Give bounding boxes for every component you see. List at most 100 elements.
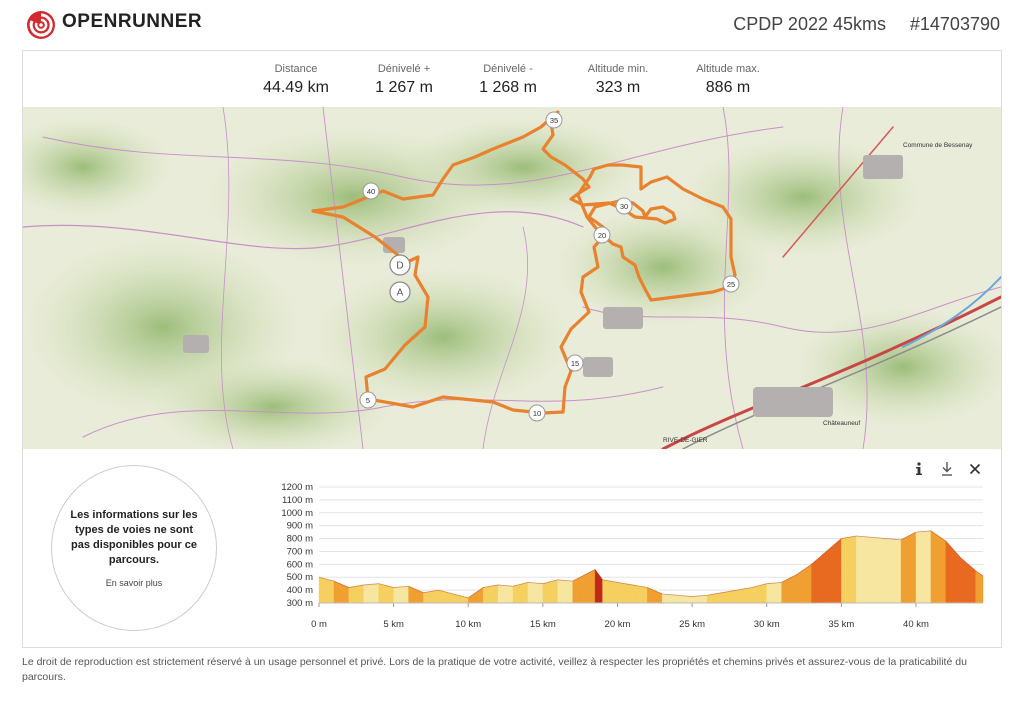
profile-segment (367, 584, 372, 604)
profile-segment (445, 591, 450, 604)
profile-segment (449, 592, 454, 604)
x-tick-label: 10 km (455, 619, 481, 630)
profile-segment (777, 582, 782, 604)
stat-label: Dénivelé + (377, 63, 431, 75)
profile-segment (964, 560, 969, 604)
profile-segment (412, 587, 417, 604)
x-tick-label: 25 km (679, 619, 705, 630)
profile-segment (766, 583, 771, 604)
elevation-profile-chart[interactable]: 300 m 400 m 500 m 600 m 700 m 800 m 900 m 1000 … (243, 475, 993, 645)
profile-segment (676, 595, 682, 604)
profile-segment (337, 582, 342, 604)
km-marker-5: 5 (359, 391, 377, 409)
route-map[interactable]: Châteauneuf RIVE-DE-GIER Commune de Bess… (23, 107, 1001, 449)
profile-segment (486, 586, 491, 604)
profile-segment (509, 585, 514, 604)
profile-segment (908, 533, 913, 604)
profile-segment (371, 583, 376, 604)
map-place-labels: Châteauneuf RIVE-DE-GIER Commune de Bess… (663, 142, 973, 444)
profile-segment (915, 531, 920, 604)
x-tick-label: 40 km (903, 619, 929, 630)
profile-segment (844, 537, 850, 604)
profile-segment (878, 537, 883, 604)
stat-value: 323 m (595, 79, 641, 96)
profile-segment (568, 580, 573, 604)
km-marker-15: 15 (566, 354, 584, 372)
profile-segment (415, 589, 420, 604)
place-label: Commune de Bessenay (903, 142, 973, 149)
profile-segment (792, 574, 797, 604)
learn-more-link[interactable]: En savoir plus (105, 578, 163, 588)
stat-value: 886 m (705, 79, 751, 96)
profile-segment (602, 579, 607, 604)
profile-segment (871, 537, 876, 604)
stat-value: 44.49 km (263, 79, 329, 96)
profile-segment (561, 579, 566, 604)
profile-segment (621, 582, 626, 604)
profile-segment (807, 563, 812, 604)
profile-segment (583, 573, 588, 604)
profile-segment (531, 582, 536, 604)
profile-segment (874, 537, 879, 604)
profile-segment (800, 569, 805, 604)
close-icon[interactable] (965, 459, 985, 479)
profile-segment (393, 586, 398, 604)
km-marker-30: 30 (615, 197, 633, 215)
profile-segment (923, 530, 928, 604)
profile-segment (348, 586, 353, 604)
profile-segment (606, 580, 611, 604)
profile-segment (333, 580, 338, 604)
km-marker-label: 40 (367, 187, 375, 196)
profile-segment (639, 586, 644, 604)
km-marker-label: 20 (598, 231, 606, 240)
download-icon[interactable] (937, 459, 957, 479)
profile-segment (826, 547, 831, 604)
profile-segment (494, 584, 499, 604)
y-tick-label: 1000 m (281, 508, 313, 519)
profile-segment (389, 586, 394, 604)
profile-segment (863, 536, 868, 604)
profile-segment (900, 537, 905, 604)
profile-segment (482, 586, 488, 604)
x-tick-label: 5 km (383, 619, 404, 630)
profile-segment (956, 553, 961, 604)
profile-segment (524, 582, 529, 604)
profile-segment (680, 595, 685, 604)
profile-segment (829, 544, 835, 604)
y-tick-label: 400 m (287, 585, 313, 596)
road-type-info: Les informations sur les types de voies … (51, 465, 217, 631)
y-tick-label: 700 m (287, 546, 313, 557)
profile-segment (647, 587, 652, 604)
profile-segment (968, 563, 973, 604)
profile-segment (374, 583, 379, 604)
profile-segment (755, 585, 760, 604)
profile-segment (400, 586, 406, 604)
km-marker-35: 35 (545, 111, 563, 129)
info-icon[interactable] (909, 459, 929, 479)
profile-segment (628, 584, 633, 604)
map-canvas[interactable]: Châteauneuf RIVE-DE-GIER Commune de Bess… (23, 107, 1001, 449)
y-tick-label: 900 m (287, 521, 313, 532)
km-marker-label: 25 (727, 280, 735, 289)
profile-segment (867, 536, 872, 604)
profile-segment (721, 591, 726, 604)
profile-segment (788, 576, 794, 604)
profile-segment (897, 539, 902, 604)
km-marker-label: 5 (366, 396, 370, 405)
profile-segment (408, 585, 413, 604)
profile-segment (833, 541, 838, 604)
start-label: D (396, 261, 403, 272)
profile-segment (397, 586, 402, 604)
profile-segment (490, 585, 495, 604)
profile-segment (632, 584, 637, 604)
km-marker-40: 40 (362, 182, 380, 200)
x-tick-label: 20 km (605, 619, 631, 630)
profile-segment (576, 576, 581, 604)
profile-segment (695, 595, 700, 604)
profile-segment (341, 584, 346, 604)
profile-segment (329, 579, 335, 604)
profile-segment (363, 584, 368, 604)
profile-segment (945, 540, 950, 604)
profile-segment (453, 593, 458, 604)
